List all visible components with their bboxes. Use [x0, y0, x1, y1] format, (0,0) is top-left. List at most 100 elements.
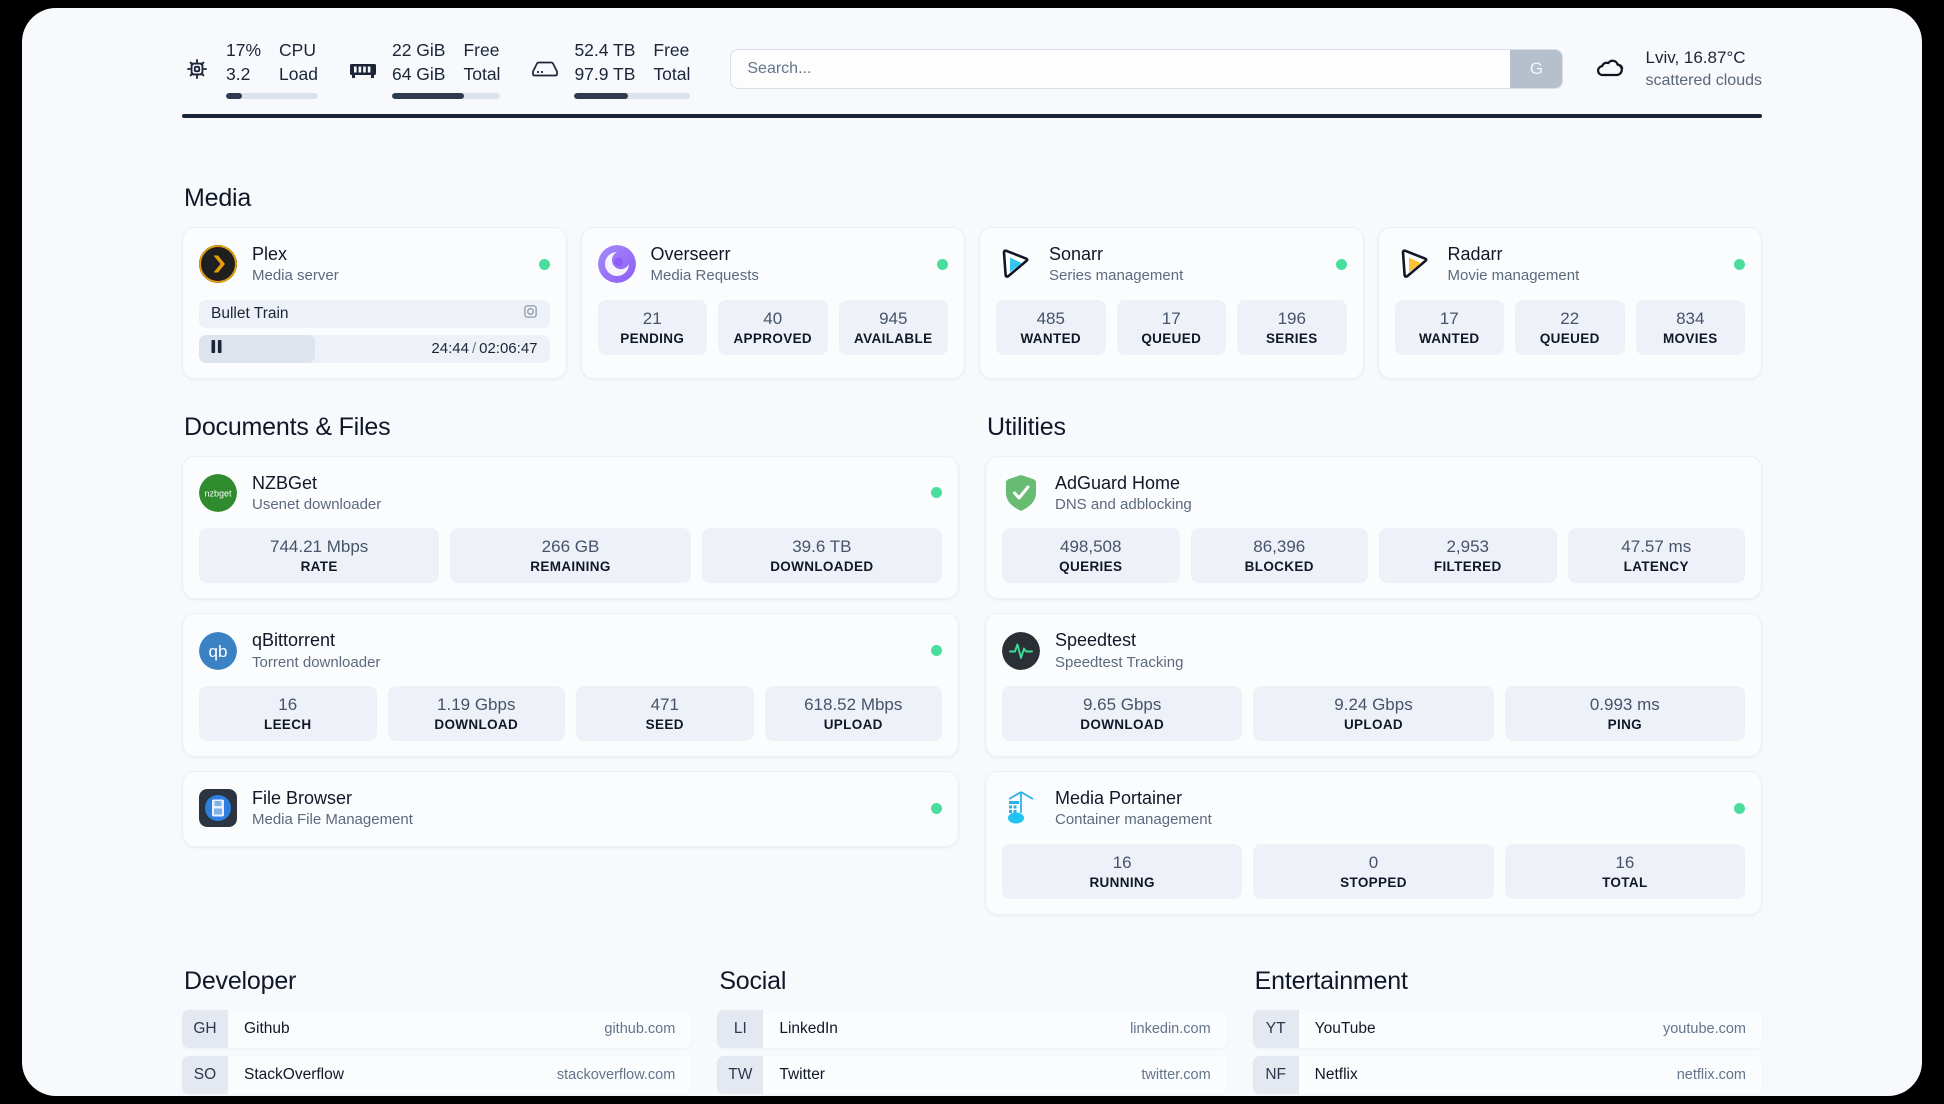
service-card-qbittorrent[interactable]: qb qBittorrent Torrent downloader 16 LEE…: [182, 613, 959, 758]
stat-label: DOWNLOADED: [770, 559, 874, 575]
service-name: qBittorrent: [252, 630, 336, 651]
portainer-icon: [1002, 789, 1040, 827]
cpu-usage-bar: [226, 93, 318, 100]
stat-pill: 47.57 ms LATENCY: [1567, 528, 1745, 584]
header-divider: [182, 114, 1762, 118]
service-name: Overseerr: [650, 244, 731, 264]
disk-usage-bar: [574, 93, 691, 100]
stat-pill: 17 QUEUED: [1116, 299, 1226, 355]
stat-label: SERIES: [1265, 330, 1318, 346]
bookmark-group-title: Developer: [184, 966, 297, 995]
bookmark-item[interactable]: SO StackOverflow stackoverflow.com: [182, 1055, 692, 1094]
stat-label: LATENCY: [1623, 559, 1689, 575]
stat-pill: 0 STOPPED: [1253, 843, 1494, 899]
stat-value: 16: [1112, 852, 1132, 872]
stat-value: 1.19 Gbps: [437, 694, 516, 714]
playback-time: 24:44/02:06:47: [431, 340, 537, 357]
playback-separator: /: [471, 340, 477, 358]
stat-value: 2,953: [1446, 537, 1490, 557]
search-submit-button[interactable]: G: [1510, 50, 1563, 88]
stat-label: DOWNLOAD: [434, 717, 519, 733]
playback-progress-bar[interactable]: 24:44/02:06:47: [199, 334, 550, 363]
service-name: Speedtest: [1055, 630, 1137, 651]
service-subtitle: Speedtest Tracking: [1055, 653, 1184, 671]
service-name: NZBGet: [252, 472, 318, 493]
weather-condition: scattered clouds: [1645, 71, 1762, 89]
service-card-radarr[interactable]: Radarr Movie management 17 WANTED 22 QUE…: [1377, 227, 1762, 379]
memory-usage-bar: [391, 93, 501, 100]
service-card-file-browser[interactable]: File Browser Media File Management: [182, 771, 959, 847]
stat-label: PENDING: [620, 330, 685, 346]
stat-label: WANTED: [1418, 330, 1480, 346]
nzbget-icon: nzbget: [199, 473, 237, 512]
service-card-plex[interactable]: Plex Media server Bullet Train: [182, 227, 567, 379]
disk-label-top: Free: [653, 39, 690, 60]
service-card-sonarr[interactable]: Sonarr Series management 485 WANTED 17 Q…: [979, 227, 1364, 379]
stat-pill: 196 SERIES: [1237, 299, 1347, 355]
bookmark-item[interactable]: YT YouTube youtube.com: [1252, 1009, 1762, 1048]
search-input[interactable]: [731, 50, 1511, 88]
stat-label: MOVIES: [1662, 330, 1718, 346]
stat-value: 196: [1277, 308, 1306, 328]
utilities-section: Utilities AdGuard Home DNS and a: [985, 413, 1762, 915]
documents-section: Documents & Files nzbget NZBGet U: [182, 413, 959, 915]
stat-label: UPLOAD: [823, 717, 883, 733]
service-card-adguard-home[interactable]: AdGuard Home DNS and adblocking 498,508 …: [985, 455, 1762, 600]
cast-icon[interactable]: [523, 304, 538, 324]
stat-pill: 471 SEED: [576, 685, 754, 742]
stat-pill: 16 LEECH: [199, 685, 377, 742]
bookmark-item[interactable]: TW Twitter twitter.com: [717, 1055, 1227, 1094]
stat-label: FILTERED: [1433, 559, 1502, 575]
status-dot-online: [1734, 802, 1745, 814]
media-section-title: Media: [184, 184, 252, 212]
cpu-icon: [182, 54, 212, 84]
bookmark-url: netflix.com: [1676, 1066, 1746, 1083]
service-card-speedtest[interactable]: Speedtest Speedtest Tracking 9.65 Gbps D…: [985, 613, 1762, 758]
cpu-value: 17%: [226, 39, 262, 60]
memory-value: 22 GiB: [391, 39, 446, 60]
service-subtitle: Series management: [1049, 267, 1184, 285]
qbittorrent-icon: qb: [199, 631, 237, 670]
stat-pill: 618.52 Mbps UPLOAD: [764, 685, 942, 742]
stat-pill: 86,396 BLOCKED: [1190, 528, 1368, 584]
disk-icon: [530, 54, 560, 84]
pause-icon[interactable]: [211, 339, 222, 358]
svg-text:nzbget: nzbget: [204, 488, 232, 498]
stat-value: 9.65 Gbps: [1082, 694, 1162, 714]
media-section: Media Plex Media server: [182, 184, 1762, 379]
search-box[interactable]: G: [730, 49, 1564, 89]
stat-value: 266 GB: [541, 537, 600, 557]
disk-value: 52.4 TB: [574, 39, 636, 60]
stat-value: 16: [278, 694, 298, 714]
stat-value: 744.21 Mbps: [270, 537, 369, 557]
bookmark-item[interactable]: GH Github github.com: [182, 1009, 692, 1048]
stat-pill: 16 RUNNING: [1002, 843, 1243, 899]
service-card-media-portainer[interactable]: Media Portainer Container management 16 …: [985, 771, 1762, 915]
stat-label: QUEUED: [1539, 330, 1600, 346]
bookmark-url: twitter.com: [1141, 1066, 1211, 1083]
service-card-overseerr[interactable]: Overseerr Media Requests 21 PENDING 40 A…: [580, 227, 965, 379]
stat-pill: 266 GB REMAINING: [450, 528, 691, 584]
stat-pill: 39.6 TB DOWNLOADED: [701, 528, 942, 584]
stat-pill: 9.65 Gbps DOWNLOAD: [1002, 685, 1243, 742]
bookmark-name: Twitter: [779, 1065, 825, 1083]
disk-sub: 97.9 TB: [574, 63, 636, 84]
bookmark-name: LinkedIn: [779, 1019, 838, 1037]
service-name: Sonarr: [1049, 244, 1104, 264]
overseerr-icon: [597, 245, 636, 284]
radarr-icon: [1395, 245, 1433, 283]
service-subtitle: Usenet downloader: [252, 495, 382, 513]
stat-pill: 744.21 Mbps RATE: [199, 528, 440, 584]
speedtest-icon: [1002, 631, 1040, 670]
service-card-nzbget[interactable]: nzbget NZBGet Usenet downloader 744.21 M…: [182, 455, 959, 600]
status-dot-online: [1335, 258, 1347, 270]
bookmark-name: Netflix: [1314, 1065, 1358, 1083]
stat-pill: 17 WANTED: [1394, 299, 1504, 355]
bookmark-item[interactable]: NF Netflix netflix.com: [1252, 1055, 1762, 1094]
stat-label: REMAINING: [530, 559, 611, 575]
sonarr-icon: [996, 245, 1034, 283]
cpu-sub: 3.2: [226, 63, 251, 84]
cpu-label-bottom: Load: [279, 63, 318, 84]
bookmark-item[interactable]: LI LinkedIn linkedin.com: [717, 1009, 1227, 1048]
stat-pill: 485 WANTED: [996, 299, 1106, 355]
